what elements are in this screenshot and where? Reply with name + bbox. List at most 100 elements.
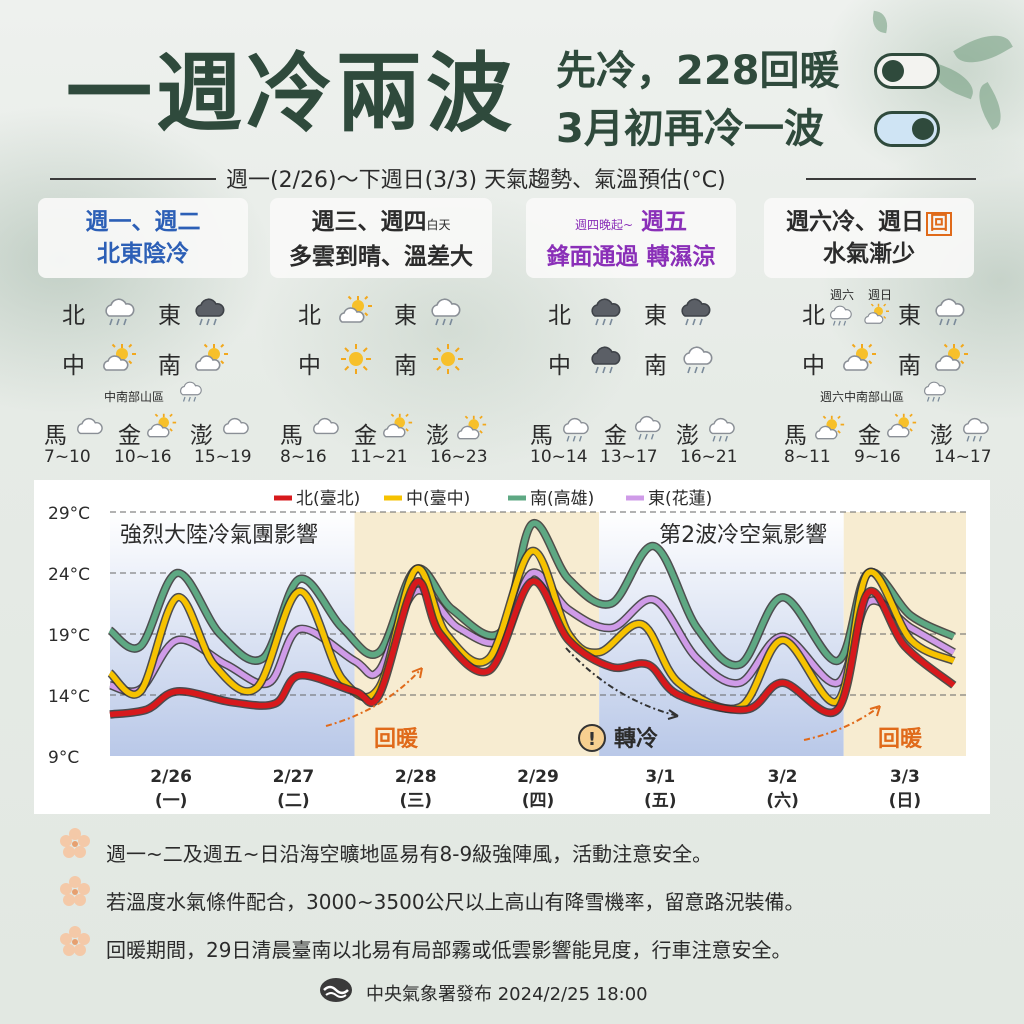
- annotation-warm-2: 回暖: [878, 727, 923, 752]
- warm-arrow-2: [803, 705, 881, 741]
- region-central-label: 中: [298, 353, 321, 379]
- flower-icon: [60, 828, 90, 858]
- panel-fri: 週四晚起~ 週五 鋒面通過 轉濕涼: [526, 198, 736, 278]
- mountain-area-label: 週六中南部山區: [820, 390, 905, 404]
- region-east-label: 東: [158, 303, 181, 329]
- cold-arrow-head: [667, 709, 679, 720]
- region-penghu-label: 澎: [676, 423, 699, 449]
- x-tick-weekday: (日): [889, 791, 922, 811]
- y-tick-label: 19°C: [48, 626, 90, 646]
- flower-icon: [60, 876, 90, 906]
- divider-left: [50, 178, 216, 180]
- cold-arrow: [565, 647, 679, 717]
- sun-cloud-icon: [812, 414, 848, 444]
- band-label: 強烈大陸冷氣團影響: [120, 523, 318, 548]
- region-central-label: 中: [548, 353, 571, 379]
- legend-entry: 北(臺北): [296, 489, 360, 509]
- temp-range-matsu: 8~11: [784, 447, 831, 467]
- toggle-switch-on: [874, 111, 940, 147]
- temp-range-kinmen: 11~21: [350, 447, 408, 467]
- temp-range-matsu: 8~16: [280, 447, 327, 467]
- sun-cloud-icon: [862, 302, 892, 328]
- dark-cloud-rain-icon: [676, 294, 716, 328]
- dark-cloud-rain-icon: [190, 294, 230, 328]
- north-sunday-label: 週日: [868, 288, 893, 302]
- chart-svg: 強烈大陸冷氣團影響 第2波冷空氣影響 29°C 24°C 19°C 14°C 9°C 2/26…: [48, 489, 966, 811]
- cwa-logo-icon: [320, 978, 352, 1002]
- x-tick-weekday: (五): [644, 791, 677, 811]
- region-south-label: 南: [158, 353, 181, 379]
- cloud-rain-icon: [930, 294, 970, 328]
- y-tick-label: 9°C: [48, 748, 79, 768]
- temp-range-kinmen: 9~16: [854, 447, 901, 467]
- region-south-label: 南: [898, 353, 921, 379]
- cloud-rain-icon: [176, 378, 206, 404]
- temperature-chart: 強烈大陸冷氣團影響 第2波冷空氣影響 29°C 24°C 19°C 14°C 9°C 2/26…: [34, 480, 990, 814]
- x-tick-date: 3/2: [768, 767, 798, 787]
- temp-range-penghu: 14~17: [934, 447, 992, 467]
- x-tick-weekday: (一): [155, 791, 188, 811]
- region-kinmen-label: 金: [118, 423, 141, 449]
- cloud-rain-icon: [558, 414, 594, 444]
- cloud-rain-icon: [920, 378, 950, 404]
- temp-range-penghu: 15~19: [194, 447, 252, 467]
- x-tick-weekday: (六): [766, 790, 799, 811]
- cloud-rain-icon: [426, 294, 466, 328]
- mountain-area-label: 中南部山區: [104, 390, 165, 404]
- x-tick-date: 2/27: [273, 767, 315, 787]
- y-tick-label: 14°C: [48, 687, 90, 707]
- temp-range-matsu: 7~10: [44, 447, 91, 467]
- panel-mon-tue: 週一、週二 北東陰冷: [38, 198, 248, 278]
- x-tick-date: 3/1: [645, 767, 675, 787]
- flower-icon: [60, 926, 90, 956]
- temp-range-kinmen: 10~16: [114, 447, 172, 467]
- annotation-warm-1: 回暖: [374, 727, 419, 752]
- warm-arrow: [325, 667, 423, 727]
- region-north-label: 北: [802, 303, 825, 329]
- cloud-rain-icon: [100, 294, 140, 328]
- region-south-label: 南: [394, 353, 417, 379]
- region-south-label: 南: [644, 353, 667, 379]
- region-matsu-label: 馬: [280, 423, 303, 449]
- warm-arrow-head: [411, 667, 423, 679]
- sun-icon: [428, 342, 468, 376]
- region-penghu-label: 澎: [190, 423, 213, 449]
- region-central-label: 中: [62, 353, 85, 379]
- panel-wed-thu: 週三、週四白天 多雲到晴、溫差大: [270, 198, 492, 278]
- region-matsu-label: 馬: [44, 423, 67, 449]
- sun-cloud-icon: [192, 342, 232, 376]
- toggle-switch-off: [874, 53, 940, 89]
- sun-cloud-icon: [100, 342, 140, 376]
- cloud-rain-icon: [826, 302, 856, 328]
- page-title: 一週冷兩波: [66, 44, 516, 144]
- cloud-rain-icon: [678, 342, 718, 376]
- x-tick-date: 3/3: [890, 767, 920, 787]
- x-tick-date: 2/26: [150, 767, 192, 787]
- warm-arrow-head-2: [869, 705, 881, 717]
- sun-cloud-icon: [144, 412, 180, 442]
- legend-entry: 中(臺中): [406, 489, 470, 509]
- x-tick-weekday: (四): [522, 791, 555, 811]
- cloud-rain-icon: [704, 414, 740, 444]
- sun-icon: [336, 342, 376, 376]
- region-east-label: 東: [644, 303, 667, 329]
- sun-cloud-icon: [884, 412, 920, 442]
- divider-right: [806, 178, 976, 180]
- temp-range-kinmen: 13~17: [600, 447, 658, 467]
- legend-entry: 東(花蓮): [648, 489, 712, 509]
- dark-cloud-rain-icon: [586, 294, 626, 328]
- leaf-decoration: [953, 24, 1013, 74]
- x-tick-weekday: (二): [277, 791, 310, 811]
- x-tick-weekday: (三): [399, 791, 432, 811]
- footer-publisher: 中央氣象署發布 2024/2/25 18:00: [366, 984, 648, 1005]
- region-central-label: 中: [802, 353, 825, 379]
- panel-sat-sun: 週六冷、週日回 水氣漸少: [764, 198, 974, 278]
- region-kinmen-label: 金: [858, 423, 881, 449]
- region-north-label: 北: [298, 303, 321, 329]
- legend-entry: 南(高雄): [530, 489, 594, 509]
- sun-cloud-icon: [840, 342, 880, 376]
- y-tick-label: 24°C: [48, 565, 90, 585]
- x-tick-date: 2/28: [395, 767, 437, 787]
- cloud-rain-icon: [958, 414, 994, 444]
- note-snow: 若溫度水氣條件配合，3000~3500公尺以上高山有降雪機率，留意路況裝備。: [106, 890, 805, 914]
